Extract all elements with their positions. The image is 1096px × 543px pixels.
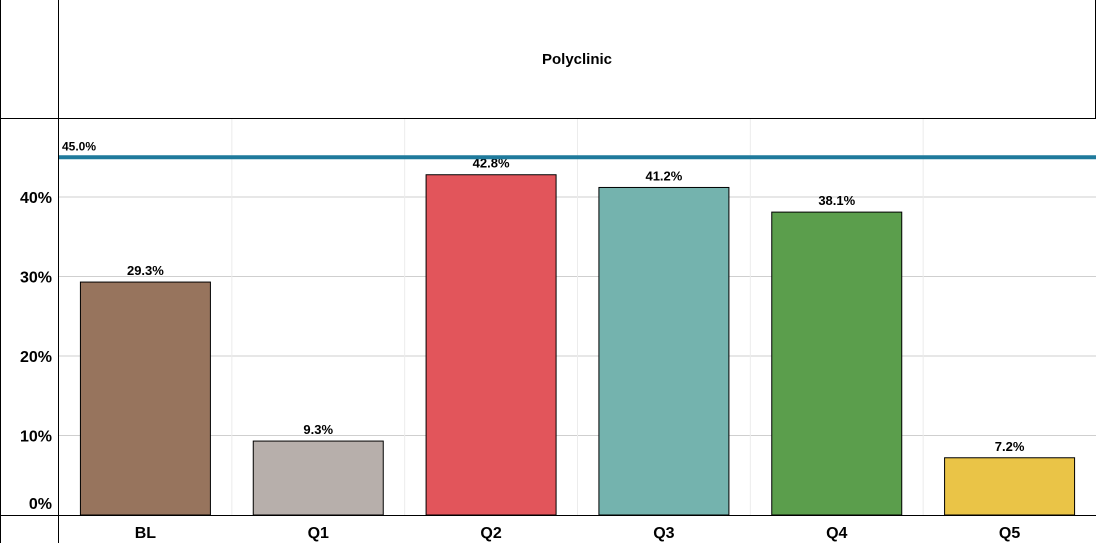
bar-q2 bbox=[425, 174, 557, 516]
y-tick-label: 20% bbox=[20, 349, 52, 366]
grid-layer bbox=[59, 119, 1096, 515]
data-label-q4: 38.1% bbox=[818, 193, 855, 208]
data-label-q3: 41.2% bbox=[645, 168, 682, 183]
bar-q3 bbox=[598, 186, 730, 516]
x-tick-label: Q3 bbox=[653, 525, 674, 542]
y-tick-label: 0% bbox=[29, 496, 52, 513]
data-label-q1: 9.3% bbox=[303, 422, 333, 437]
x-tick-label: Q2 bbox=[480, 525, 501, 542]
y-tick-label: 30% bbox=[20, 270, 52, 287]
x-tick-label: BL bbox=[135, 525, 157, 542]
data-label-q5: 7.2% bbox=[995, 439, 1025, 454]
data-label-bl: 29.3% bbox=[127, 263, 164, 278]
labels-layer: 0% 10% 20% 30% 40% 29.3% BL 9.3% Q1 42.8% Q2 41.2% Q… bbox=[20, 156, 1025, 542]
data-label-q2: 42.8% bbox=[473, 156, 510, 171]
chart-title: Polyclinic bbox=[542, 51, 612, 68]
x-tick-label: Q4 bbox=[826, 525, 847, 542]
reference-line-layer: 45.0% bbox=[59, 139, 1096, 160]
x-tick-label: Q5 bbox=[999, 525, 1020, 542]
bar-q4 bbox=[771, 211, 903, 516]
x-tick-label: Q1 bbox=[308, 525, 329, 542]
reference-line-label: 45.0% bbox=[62, 139, 96, 153]
y-tick-label: 40% bbox=[20, 190, 52, 207]
bar-q5 bbox=[944, 457, 1076, 516]
bars-layer bbox=[79, 174, 1076, 516]
bar-bl bbox=[79, 281, 211, 516]
bar-q1 bbox=[252, 440, 384, 516]
y-tick-label: 10% bbox=[20, 429, 52, 446]
